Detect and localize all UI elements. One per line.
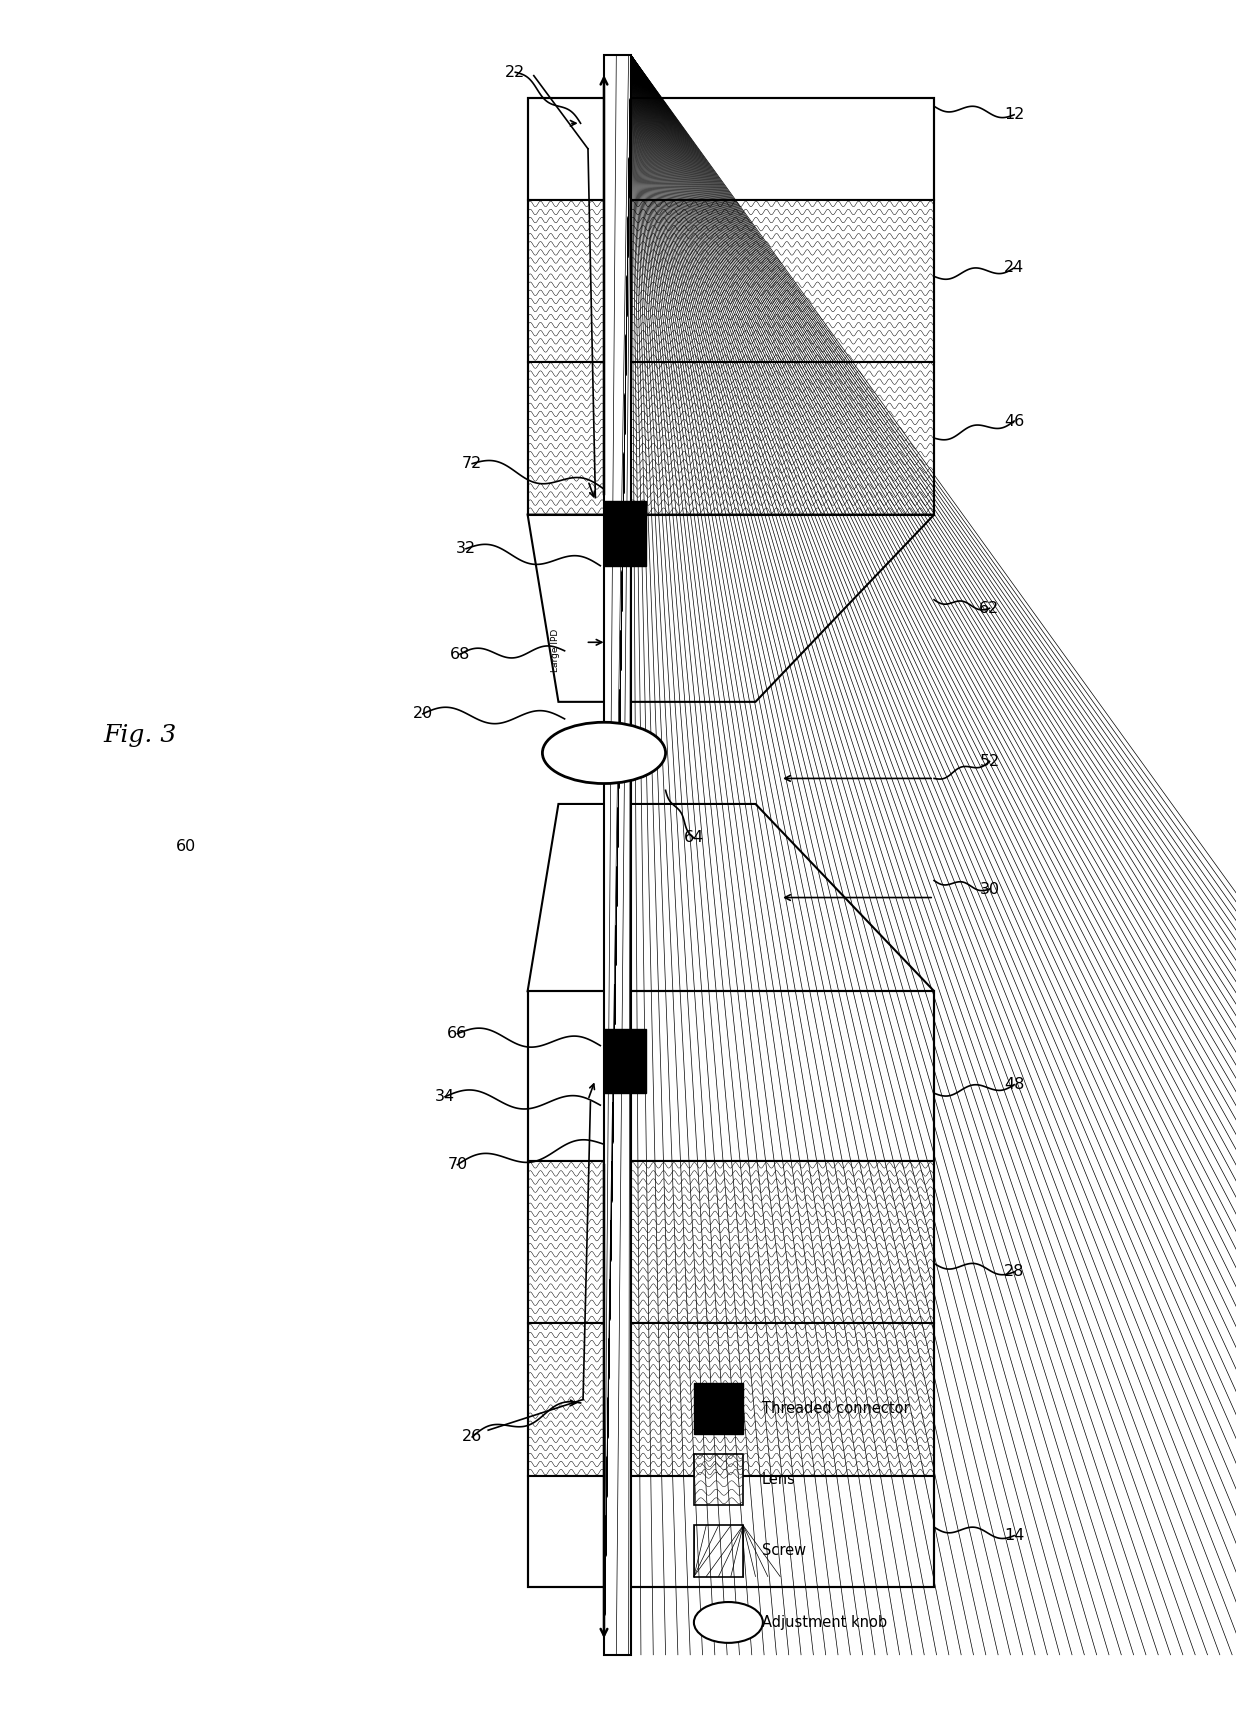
Text: Fig. 3: Fig. 3 <box>103 725 176 747</box>
Text: 32: 32 <box>456 540 476 556</box>
Text: 34: 34 <box>435 1089 455 1105</box>
Text: 60: 60 <box>176 840 197 853</box>
Bar <box>604 55 631 1655</box>
Text: 66: 66 <box>448 1026 467 1041</box>
Text: 28: 28 <box>1004 1264 1024 1279</box>
Text: Screw: Screw <box>761 1544 806 1558</box>
Text: 20: 20 <box>413 706 433 722</box>
Bar <box>528 992 934 1587</box>
Ellipse shape <box>694 1602 763 1643</box>
Text: Adjustment knob: Adjustment knob <box>761 1614 887 1630</box>
Bar <box>528 97 934 515</box>
Text: 72: 72 <box>463 457 482 472</box>
Text: 46: 46 <box>1004 414 1024 429</box>
Text: 70: 70 <box>448 1158 467 1171</box>
Text: 24: 24 <box>1004 260 1024 275</box>
Text: 62: 62 <box>980 600 999 616</box>
Text: 64: 64 <box>683 831 704 845</box>
Bar <box>528 361 934 515</box>
Bar <box>604 501 646 566</box>
Bar <box>528 1324 934 1476</box>
Ellipse shape <box>542 722 666 783</box>
Text: Lens: Lens <box>761 1472 796 1488</box>
Bar <box>528 992 934 1161</box>
Text: 12: 12 <box>1004 108 1024 123</box>
Bar <box>528 200 934 361</box>
Polygon shape <box>528 804 934 992</box>
Text: 52: 52 <box>980 754 999 770</box>
Bar <box>528 97 934 200</box>
Bar <box>528 1161 934 1324</box>
Bar <box>694 1525 743 1577</box>
Text: 68: 68 <box>450 646 470 662</box>
Text: 48: 48 <box>1004 1077 1024 1093</box>
Bar <box>694 1382 743 1433</box>
Text: 22: 22 <box>505 65 526 80</box>
Text: Large IPD: Large IPD <box>552 629 560 672</box>
Text: 26: 26 <box>463 1430 482 1445</box>
Text: 30: 30 <box>980 882 999 896</box>
Bar <box>528 1476 934 1587</box>
Text: Threaded connector: Threaded connector <box>761 1400 909 1416</box>
Bar <box>694 1454 743 1505</box>
Text: 14: 14 <box>1004 1529 1024 1542</box>
Polygon shape <box>528 515 934 701</box>
Bar <box>604 1029 646 1093</box>
